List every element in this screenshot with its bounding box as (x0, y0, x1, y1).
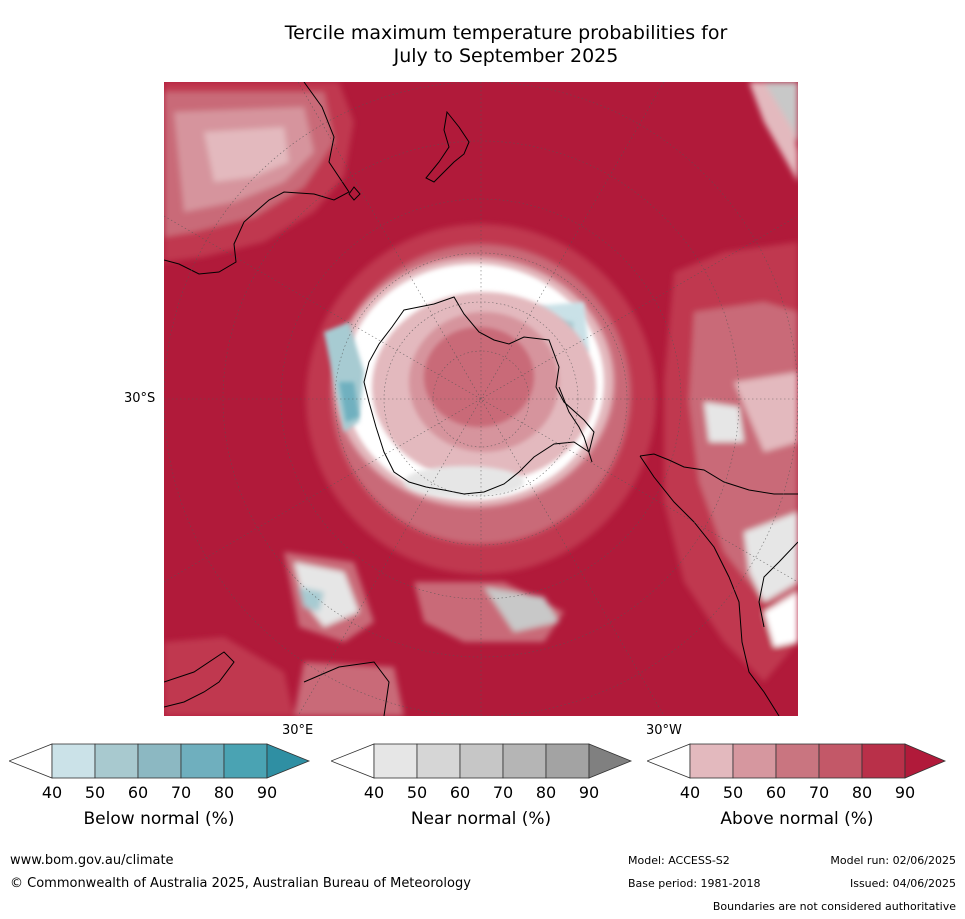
colorbar-near-normal: 40 50 60 70 80 90 Near normal (%) (331, 743, 633, 843)
below-tick-40: 40 (41, 783, 63, 802)
latitude-label-30s: 30°S (124, 391, 156, 406)
antarctic-peninsula-coastline (558, 386, 593, 463)
below-tick-80: 80 (213, 783, 235, 802)
model-text: Model: ACCESS-S2 (628, 854, 730, 867)
near-tick-60: 60 (449, 783, 471, 802)
africa-coastline (164, 651, 235, 708)
south-america-coastline (639, 453, 798, 495)
base-period-text: Base period: 1981-2018 (628, 877, 761, 890)
above-swatch-80-90 (861, 743, 906, 779)
near-swatch-under (331, 743, 375, 779)
below-tick-90: 90 (256, 783, 278, 802)
colorbar-below-normal: 40 50 60 70 80 90 Below normal (%) (9, 743, 311, 843)
south-america-east-coastline (758, 541, 798, 628)
below-tick-70: 70 (170, 783, 192, 802)
above-swatch-over (904, 743, 947, 779)
near-swatch-over (588, 743, 633, 779)
colorbar-above-normal: 40 50 60 70 80 90 Above normal (%) (647, 743, 947, 843)
above-normal-label: Above normal (%) (720, 809, 874, 829)
near-tick-40: 40 (363, 783, 385, 802)
madagascar-coastline (303, 661, 390, 716)
above-tick-40: 40 (679, 783, 701, 802)
above-swatch-under (647, 743, 691, 779)
near-swatch-70-80 (502, 743, 547, 779)
map-canvas (164, 82, 798, 716)
above-swatch-40-50 (689, 743, 734, 779)
near-swatch-80-90 (545, 743, 590, 779)
australia-coastline (164, 82, 350, 275)
colorbar-near-normal-swatches (331, 743, 633, 779)
below-swatch-50-60 (94, 743, 139, 779)
new-zealand-coastline (425, 110, 470, 183)
near-normal-label: Near normal (%) (410, 809, 552, 829)
south-america-region-shading (664, 242, 798, 682)
below-swatch-80-90 (223, 743, 268, 779)
model-run-text: Model run: 02/06/2025 (830, 854, 956, 867)
tasmania-coastline (348, 186, 361, 201)
title-line-2: July to September 2025 (393, 45, 619, 67)
above-tick-60: 60 (765, 783, 787, 802)
issued-text: Issued: 04/06/2025 (849, 877, 956, 890)
above-tick-70: 70 (808, 783, 830, 802)
above-swatch-50-60 (732, 743, 777, 779)
north-atlantic-corner-shading (749, 82, 798, 182)
near-swatch-60-70 (459, 743, 504, 779)
below-swatch-40-50 (51, 743, 96, 779)
longitude-label-30e: 30°E (282, 723, 314, 738)
probability-map (164, 82, 798, 716)
above-tick-90: 90 (894, 783, 916, 802)
antarctica-coastline (363, 296, 595, 495)
above-swatch-70-80 (818, 743, 863, 779)
near-swatch-50-60 (416, 743, 461, 779)
above-swatch-60-70 (775, 743, 820, 779)
website-link[interactable]: www.bom.gov.au/climate (10, 853, 174, 868)
graticule (164, 82, 798, 716)
near-swatch-40-50 (373, 743, 418, 779)
antarctic-ring-shading (306, 224, 656, 574)
above-tick-80: 80 (851, 783, 873, 802)
map-title: Tercile maximum temperature probabilitie… (200, 22, 812, 68)
below-swatch-under (9, 743, 53, 779)
below-tick-50: 50 (84, 783, 106, 802)
boundaries-note: Boundaries are not considered authoritat… (712, 900, 956, 913)
below-swatch-70-80 (180, 743, 225, 779)
above-tick-50: 50 (722, 783, 744, 802)
below-swatch-60-70 (137, 743, 182, 779)
colorbar-above-normal-swatches (647, 743, 947, 779)
near-tick-50: 50 (406, 783, 428, 802)
near-tick-70: 70 (492, 783, 514, 802)
south-indian-ocean-patches (164, 552, 564, 716)
near-tick-80: 80 (535, 783, 557, 802)
title-line-1: Tercile maximum temperature probabilitie… (284, 22, 728, 44)
australia-region-shading (164, 82, 354, 262)
south-america-west-coastline (639, 455, 780, 716)
below-tick-60: 60 (127, 783, 149, 802)
below-swatch-over (266, 743, 311, 779)
below-normal-label: Below normal (%) (83, 809, 235, 829)
near-tick-90: 90 (578, 783, 600, 802)
colorbar-below-normal-swatches (9, 743, 311, 779)
longitude-label-30w: 30°W (646, 723, 682, 738)
copyright-text: © Commonwealth of Australia 2025, Austra… (10, 876, 471, 891)
